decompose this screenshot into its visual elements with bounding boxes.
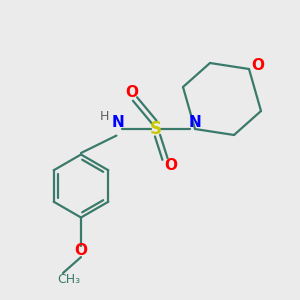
Text: O: O [164,158,177,172]
Text: O: O [74,243,88,258]
Text: O: O [125,85,139,100]
Text: N: N [112,115,125,130]
Text: O: O [251,58,264,74]
Text: H: H [100,110,109,123]
Text: S: S [150,120,162,138]
Text: N: N [189,115,201,130]
Text: CH₃: CH₃ [58,273,81,286]
